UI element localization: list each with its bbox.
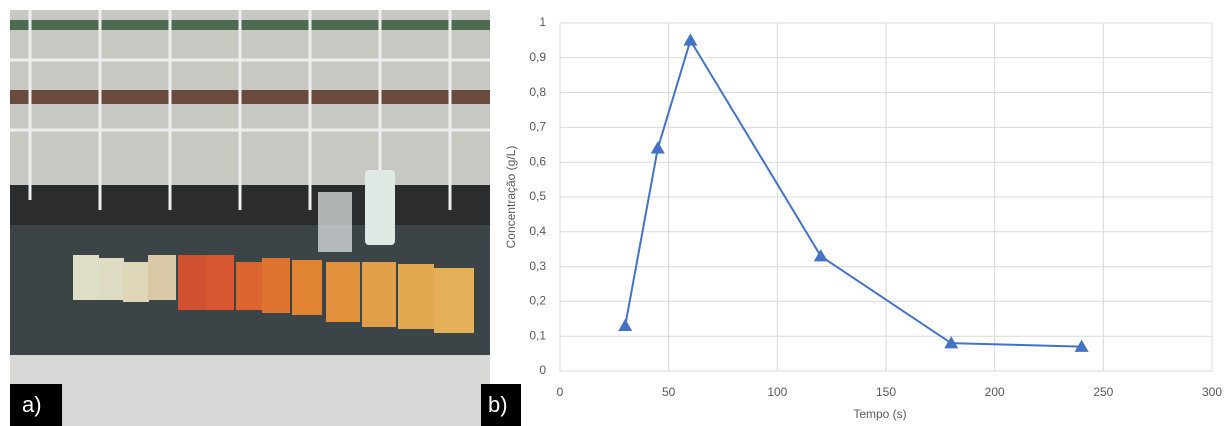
y-axis-title: Concentração (g/L) <box>504 146 518 249</box>
y-tick-label: 0,7 <box>529 120 546 134</box>
data-marker <box>618 318 633 332</box>
y-tick-label: 0,5 <box>529 189 546 203</box>
y-tick-label: 0,3 <box>529 259 546 273</box>
panel-label: b) <box>488 392 508 417</box>
x-axis-title: Tempo (s) <box>853 407 906 421</box>
lab-photo <box>10 10 490 426</box>
y-tick-label: 0,6 <box>529 154 546 168</box>
y-tick-label: 1 <box>539 15 546 29</box>
y-tick-label: 0,9 <box>529 50 546 64</box>
x-tick-label: 200 <box>985 385 1005 399</box>
data-marker <box>813 249 828 262</box>
panel-label: a) <box>22 392 42 417</box>
y-tick-label: 0,4 <box>529 224 546 238</box>
y-tick-label: 0,8 <box>529 85 546 99</box>
y-tick-label: 0 <box>539 363 546 377</box>
y-tick-label: 0,2 <box>529 294 546 308</box>
panel-label-box <box>10 384 62 426</box>
x-tick-label: 50 <box>662 385 676 399</box>
data-marker <box>944 336 959 349</box>
data-marker <box>1074 339 1089 352</box>
y-tick-label: 0,1 <box>529 328 546 342</box>
data-marker <box>650 141 665 154</box>
x-tick-label: 300 <box>1202 385 1222 399</box>
x-tick-label: 100 <box>767 385 787 399</box>
panel-label-box <box>481 384 521 426</box>
data-marker <box>683 33 698 46</box>
x-tick-label: 250 <box>1093 385 1113 399</box>
x-tick-label: 150 <box>876 385 896 399</box>
data-line <box>624 37 1082 348</box>
x-tick-label: 0 <box>557 385 564 399</box>
